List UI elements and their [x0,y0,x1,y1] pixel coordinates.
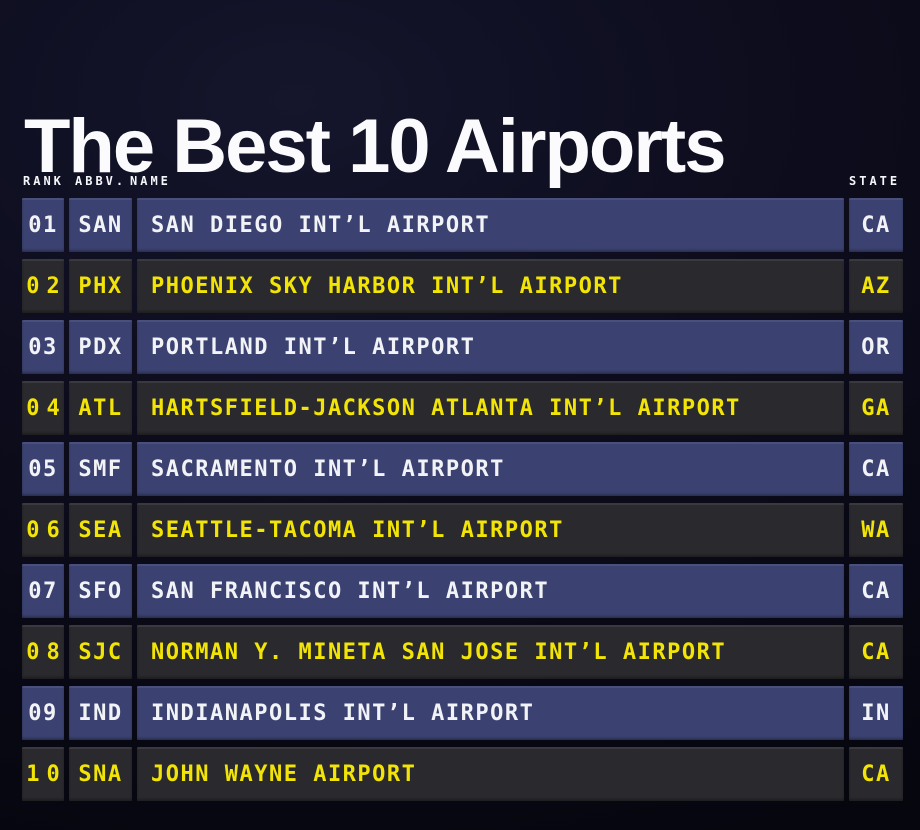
abbv-value: SFO [78,578,123,604]
name-cell: SAN FRANCISCO INT’L AIRPORT [137,564,844,618]
name-value: HARTSFIELD-JACKSON ATLANTA INT’L AIRPORT [151,395,741,421]
abbv-cell: SFO [69,564,132,618]
state-value: AZ [861,273,891,299]
name-cell: PORTLAND INT’L AIRPORT [137,320,844,374]
abbv-value: SMF [78,456,123,482]
name-value: PHOENIX SKY HARBOR INT’L AIRPORT [151,273,623,299]
abbv-value: SAN [78,212,123,238]
column-header-state: STATE [849,174,901,188]
state-cell: AZ [849,259,903,313]
abbv-value: ATL [78,395,123,421]
rank-value: 05 [28,456,58,482]
table-row: 03 PDX PORTLAND INT’L AIRPORT OR [22,320,903,374]
abbv-value: SNA [78,761,123,787]
table-row: 02 PHX PHOENIX SKY HARBOR INT’L AIRPORT … [22,259,903,313]
name-cell: NORMAN Y. MINETA SAN JOSE INT’L AIRPORT [137,625,844,679]
abbv-value: SJC [78,639,123,665]
abbv-cell: IND [69,686,132,740]
rank-value: 08 [26,639,67,665]
table-row: 10 SNA JOHN WAYNE AIRPORT CA [22,747,903,801]
rank-cell: 07 [22,564,64,618]
table-row: 05 SMF SACRAMENTO INT’L AIRPORT CA [22,442,903,496]
rank-cell: 01 [22,198,64,252]
rank-cell: 05 [22,442,64,496]
airport-table: 01 SAN SAN DIEGO INT’L AIRPORT CA 02 PHX… [22,198,903,801]
column-headers: RANK ABBV. NAME STATE [22,174,903,190]
name-value: SEATTLE-TACOMA INT’L AIRPORT [151,517,564,543]
abbv-value: PHX [78,273,123,299]
abbv-cell: SJC [69,625,132,679]
page-title: The Best 10 Airports [24,103,726,189]
rank-cell: 04 [22,381,64,435]
abbv-cell: SMF [69,442,132,496]
rank-cell: 10 [22,747,64,801]
state-cell: CA [849,198,903,252]
table-row: 06 SEA SEATTLE-TACOMA INT’L AIRPORT WA [22,503,903,557]
table-row: 07 SFO SAN FRANCISCO INT’L AIRPORT CA [22,564,903,618]
column-header-name: NAME [130,174,171,188]
name-value: SAN FRANCISCO INT’L AIRPORT [151,578,550,604]
abbv-cell: SNA [69,747,132,801]
name-value: SACRAMENTO INT’L AIRPORT [151,456,505,482]
state-value: GA [861,395,891,421]
abbv-value: IND [78,700,123,726]
state-value: CA [861,578,891,604]
rank-cell: 03 [22,320,64,374]
state-cell: WA [849,503,903,557]
state-cell: CA [849,442,903,496]
name-cell: SACRAMENTO INT’L AIRPORT [137,442,844,496]
rank-cell: 09 [22,686,64,740]
name-value: SAN DIEGO INT’L AIRPORT [151,212,491,238]
rank-value: 07 [28,578,58,604]
state-value: WA [861,517,891,543]
abbv-value: PDX [78,334,123,360]
name-value: NORMAN Y. MINETA SAN JOSE INT’L AIRPORT [151,639,727,665]
column-header-abbv: ABBV. [75,174,127,188]
table-row: 04 ATL HARTSFIELD-JACKSON ATLANTA INT’L … [22,381,903,435]
column-header-rank: RANK [23,174,64,188]
name-cell: HARTSFIELD-JACKSON ATLANTA INT’L AIRPORT [137,381,844,435]
state-cell: GA [849,381,903,435]
rank-value: 09 [28,700,58,726]
name-value: JOHN WAYNE AIRPORT [151,761,417,787]
name-value: PORTLAND INT’L AIRPORT [151,334,476,360]
table-row: 01 SAN SAN DIEGO INT’L AIRPORT CA [22,198,903,252]
rank-value: 10 [26,761,67,787]
state-value: CA [861,639,891,665]
state-value: CA [861,456,891,482]
state-value: CA [861,212,891,238]
abbv-cell: SEA [69,503,132,557]
rank-value: 02 [26,273,67,299]
state-value: OR [861,334,891,360]
state-cell: IN [849,686,903,740]
state-cell: CA [849,564,903,618]
rank-value: 06 [26,517,67,543]
state-cell: CA [849,747,903,801]
name-cell: INDIANAPOLIS INT’L AIRPORT [137,686,844,740]
rank-cell: 06 [22,503,64,557]
table-row: 08 SJC NORMAN Y. MINETA SAN JOSE INT’L A… [22,625,903,679]
name-cell: SEATTLE-TACOMA INT’L AIRPORT [137,503,844,557]
state-cell: CA [849,625,903,679]
rank-cell: 08 [22,625,64,679]
name-value: INDIANAPOLIS INT’L AIRPORT [151,700,535,726]
name-cell: PHOENIX SKY HARBOR INT’L AIRPORT [137,259,844,313]
abbv-cell: ATL [69,381,132,435]
state-cell: OR [849,320,903,374]
table-row: 09 IND INDIANAPOLIS INT’L AIRPORT IN [22,686,903,740]
name-cell: JOHN WAYNE AIRPORT [137,747,844,801]
rank-value: 03 [28,334,58,360]
state-value: CA [861,761,891,787]
abbv-value: SEA [78,517,123,543]
abbv-cell: PHX [69,259,132,313]
rank-cell: 02 [22,259,64,313]
rank-value: 04 [26,395,67,421]
state-value: IN [861,700,891,726]
name-cell: SAN DIEGO INT’L AIRPORT [137,198,844,252]
rank-value: 01 [28,212,58,238]
abbv-cell: SAN [69,198,132,252]
abbv-cell: PDX [69,320,132,374]
